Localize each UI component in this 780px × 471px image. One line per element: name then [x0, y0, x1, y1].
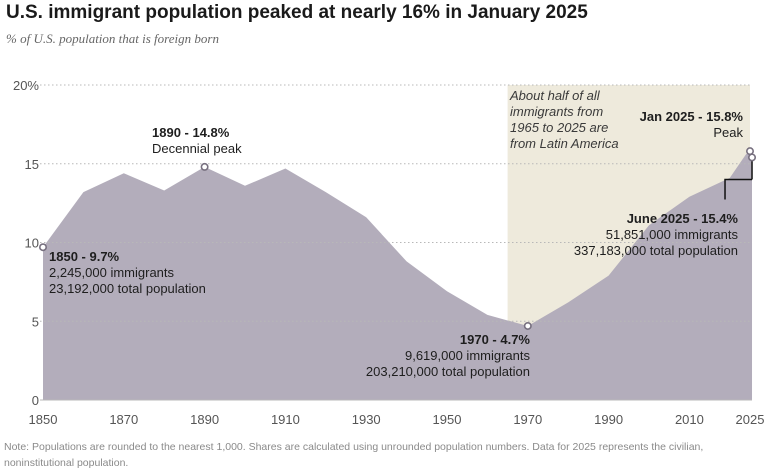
- annotation-1850-line-2: 23,192,000 total population: [49, 281, 206, 296]
- x-tick-label: 1870: [109, 412, 138, 427]
- annotation-1850-line-0: 1850 - 9.7%: [49, 249, 120, 264]
- shaded-region-label-line-0: About half of all: [509, 88, 601, 103]
- chart-subtitle: % of U.S. population that is foreign bor…: [6, 31, 219, 46]
- marker-1970: [523, 321, 532, 330]
- annotation-jun2025-line-2: 337,183,000 total population: [574, 243, 738, 258]
- marker-1850: [38, 243, 47, 252]
- shaded-region-label-line-2: 1965 to 2025 are: [510, 120, 608, 135]
- annotation-1890-line-1: Decennial peak: [152, 141, 242, 156]
- chart-title: U.S. immigrant population peaked at near…: [6, 2, 588, 23]
- annotation-jun2025-line-1: 51,851,000 immigrants: [606, 227, 739, 242]
- marker-jun2025: [748, 153, 757, 162]
- x-tick-label: 2025: [736, 412, 765, 427]
- x-tick-label: 1850: [29, 412, 58, 427]
- annotation-jan2025-line-0: Jan 2025 - 15.8%: [640, 109, 744, 124]
- x-tick-label: 1910: [271, 412, 300, 427]
- y-tick-label: 0: [32, 393, 39, 408]
- shaded-region-label-line-1: immigrants from: [510, 104, 603, 119]
- x-tick-label: 1970: [513, 412, 542, 427]
- y-tick-label: 10: [25, 236, 39, 251]
- x-tick-label: 1890: [190, 412, 219, 427]
- x-tick-label: 1930: [352, 412, 381, 427]
- chart-svg: 0 5 10 15 20% 1850 1870 1890 1910 1930 1950 1970 199…: [13, 78, 765, 427]
- y-tick-label: 15: [25, 157, 39, 172]
- series-area: [43, 151, 753, 400]
- annotation-jun2025-line-0: June 2025 - 15.4%: [627, 211, 739, 226]
- x-tick-label: 2010: [675, 412, 704, 427]
- y-tick-label: 5: [32, 314, 39, 329]
- annotation-1890-line-0: 1890 - 14.8%: [152, 125, 230, 140]
- x-tick-label: 1990: [594, 412, 623, 427]
- annotation-jan2025-line-1: Peak: [713, 125, 743, 140]
- annotation-1970-line-1: 9,619,000 immigrants: [405, 348, 531, 363]
- y-tick-label: 20%: [13, 78, 39, 93]
- annotation-1970-line-0: 1970 - 4.7%: [460, 332, 531, 347]
- annotation-1970-line-2: 203,210,000 total population: [366, 364, 530, 379]
- marker-jan2025: [745, 147, 754, 156]
- marker-1890: [200, 162, 209, 171]
- footnote: Note: Populations are rounded to the nea…: [4, 441, 704, 469]
- annotation-1850-line-1: 2,245,000 immigrants: [49, 265, 175, 280]
- x-tick-label: 1950: [433, 412, 462, 427]
- shaded-region-label-line-3: from Latin America: [510, 136, 619, 151]
- leader-line-jun2025: [724, 178, 753, 200]
